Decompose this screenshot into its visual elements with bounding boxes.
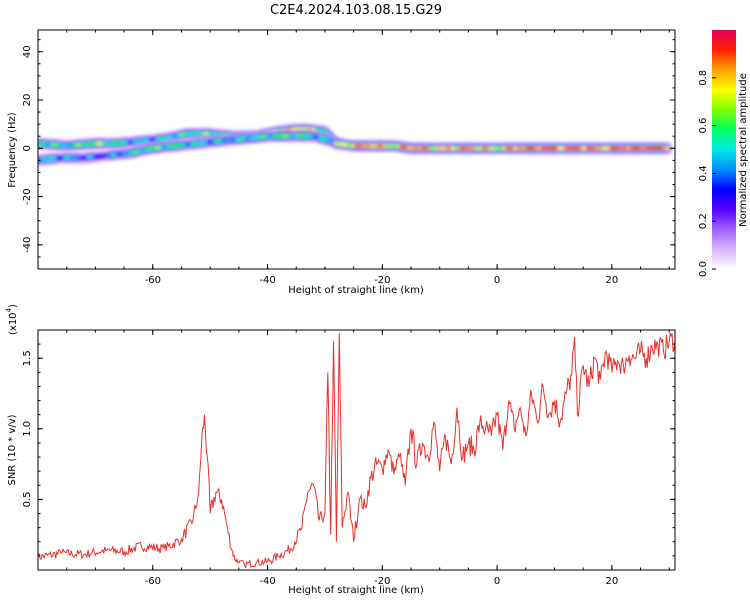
spectrogram-panel: -60 -40 -20 0 20 -40 -20 0 20 40 Height of strai…: [7, 29, 676, 296]
y-tick-label: 0.5: [22, 491, 33, 507]
snr-x-ticks: -60 -40 -20 0 20: [37, 330, 670, 587]
x-tick-label: -60: [145, 275, 161, 286]
snr-y-multiplier-exponent: 4: [5, 307, 13, 312]
snr-panel: -60 -40 -20 0 20 0.5 1.0 1.5 Height of straigh…: [5, 304, 676, 596]
spectrogram-ridge: [330, 136, 673, 156]
y-tick-label: 1.5: [22, 350, 33, 366]
snr-y-axis-label: SNR (10 * v/v): [7, 414, 18, 485]
spectrogram-ridge: [38, 129, 337, 168]
spectrogram-x-ticks: -60 -40 -20 0 20: [37, 30, 670, 286]
x-tick-label: 20: [606, 275, 619, 286]
x-tick-label: -20: [374, 275, 390, 286]
colorbar-label: Normalized spectral amplitude: [738, 73, 749, 227]
y-tick-label: 40: [22, 45, 33, 58]
colorbar-tick-label: 0.0: [698, 261, 709, 277]
spectrogram-y-axis-label: Frequency (Hz): [7, 112, 18, 188]
spectrogram-x-axis-label: Height of straight line (km): [288, 285, 424, 296]
snr-series-line: [38, 332, 675, 569]
x-tick-label: -60: [145, 576, 161, 587]
snr-y-multiplier-label: (x104): [5, 304, 19, 335]
snr-y-ticks: 0.5 1.0 1.5: [22, 343, 675, 571]
colorbar-tick-label: 0.6: [698, 118, 709, 134]
snr-y-multiplier-close: ): [8, 304, 19, 308]
snr-frame: [37, 329, 676, 571]
colorbar-tick-label: 0.2: [698, 213, 709, 229]
heatmap-cell: [664, 146, 670, 151]
colorbar: 0.0 0.2 0.4 0.6 0.8 Normalized spectral ampl…: [698, 30, 749, 277]
spectrogram-y-ticks: -40 -20 0 20 40: [22, 39, 675, 270]
y-tick-label: 20: [22, 94, 33, 107]
colorbar-tick-label: 0.8: [698, 70, 709, 86]
y-tick-label: 1.0: [22, 421, 33, 437]
x-tick-label: -40: [259, 576, 275, 587]
x-tick-label: -20: [374, 576, 390, 587]
spectrogram-heatmap: [38, 122, 673, 168]
y-tick-label: 0: [22, 145, 33, 151]
colorbar-scale: [712, 30, 736, 269]
snr-y-multiplier-base: (x10: [8, 312, 19, 335]
y-tick-label: -20: [22, 188, 33, 204]
snr-plot-area: [38, 330, 675, 570]
snr-x-axis-label: Height of straight line (km): [288, 585, 424, 596]
figure-title: C2E4.2024.103.08.15.G29: [270, 3, 442, 18]
x-tick-label: 0: [494, 576, 500, 587]
y-tick-label: -40: [22, 237, 33, 253]
colorbar-tick-label: 0.4: [698, 165, 709, 181]
colorbar-ticks: 0.0 0.2 0.4 0.6 0.8: [698, 70, 716, 277]
x-tick-label: 20: [606, 576, 619, 587]
x-tick-label: -40: [259, 275, 275, 286]
x-tick-label: 0: [494, 275, 500, 286]
spectrogram-frame: [37, 29, 676, 270]
